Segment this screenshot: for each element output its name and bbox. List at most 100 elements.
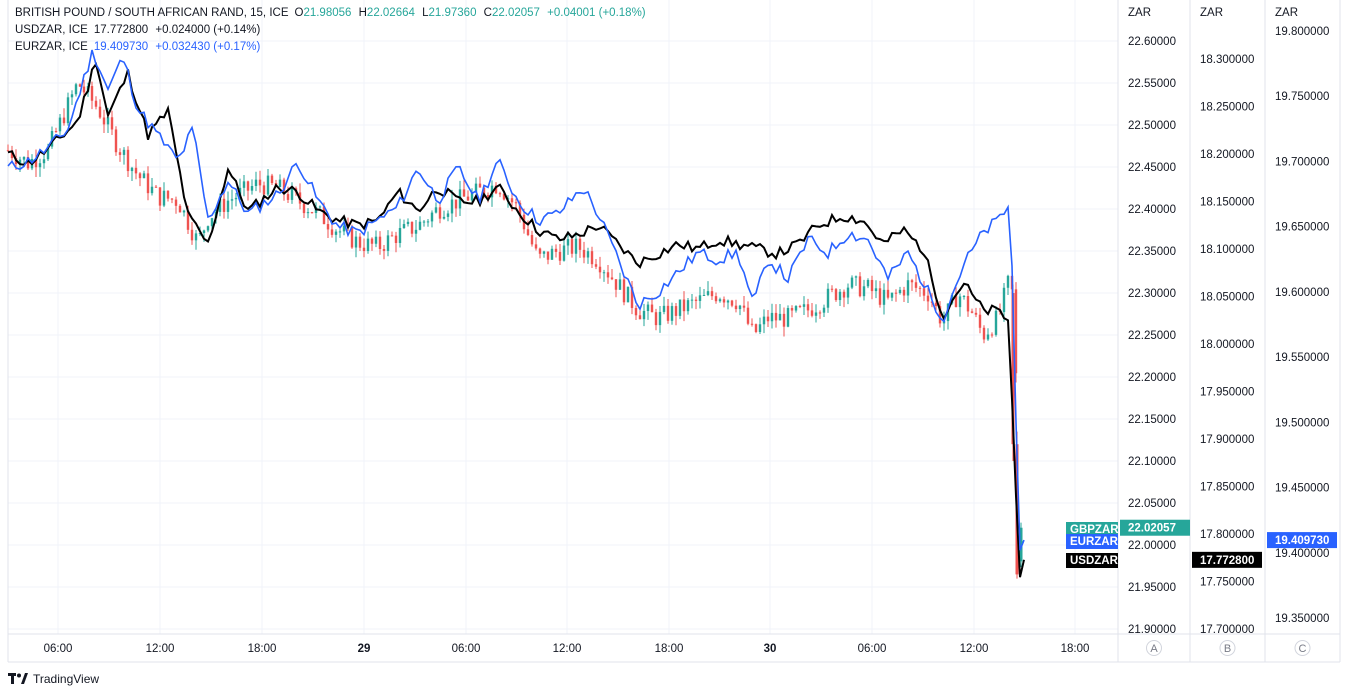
footer[interactable]: TradingView xyxy=(8,672,99,686)
legend-eurzar[interactable]: EURZAR, ICE 19.409730 +0.032430 (+0.17%) xyxy=(15,39,650,56)
time-tick-label: 18:00 xyxy=(655,643,684,655)
candle-up xyxy=(670,306,674,321)
candle-down xyxy=(734,305,738,310)
axis-scale-button-label: C xyxy=(1299,643,1307,655)
grid xyxy=(7,0,1341,663)
candle-down xyxy=(674,306,678,316)
candle-down xyxy=(590,251,594,265)
candle-up xyxy=(986,334,990,340)
candle-up xyxy=(1002,287,1006,312)
candle-up xyxy=(318,206,322,208)
candle-up xyxy=(426,221,430,223)
candle-down xyxy=(526,229,530,236)
candle-up xyxy=(130,167,134,172)
legend-eurzar-symbol: EURZAR, ICE xyxy=(15,41,88,53)
candle-down xyxy=(394,235,398,243)
candle-down xyxy=(174,199,178,206)
candle-up xyxy=(686,300,690,312)
price-axes[interactable]: ZAR 22.60000 22.55000 22.50000 22.45000 22.40… xyxy=(1128,7,1329,656)
legend-close-label: C xyxy=(483,7,492,19)
candle-down xyxy=(78,84,82,87)
candle-up xyxy=(874,288,878,292)
candle-up xyxy=(586,251,590,258)
price-tag-text: 22.02057 xyxy=(1128,523,1176,535)
candle-up xyxy=(1006,275,1010,288)
time-tick-label: 29 xyxy=(358,643,371,655)
candle-down xyxy=(694,299,698,301)
candle-up xyxy=(162,190,166,206)
candle-up xyxy=(786,308,790,327)
candle-down xyxy=(614,279,618,290)
time-tick-label: 18:00 xyxy=(1061,643,1090,655)
eurzar-series-line xyxy=(7,49,1025,551)
candle-down xyxy=(806,304,810,311)
legend-usdzar[interactable]: USDZAR, ICE 17.772800 +0.024000 (+0.14%) xyxy=(15,22,650,39)
candle-down xyxy=(750,323,754,325)
price-tick-label: 18.300000 xyxy=(1200,54,1254,66)
candle-down xyxy=(118,152,122,155)
candle-down xyxy=(810,310,814,316)
price-tick-label: 18.100000 xyxy=(1200,244,1254,256)
candle-up xyxy=(442,216,446,219)
price-tick-label: 18.000000 xyxy=(1200,339,1254,351)
candle-down xyxy=(894,292,898,294)
axis-scale-button[interactable] xyxy=(1219,640,1236,656)
candle-down xyxy=(146,173,150,194)
price-tick-label: 21.90000 xyxy=(1128,624,1176,636)
time-axis[interactable]: 06:00 12:00 18:00 29 06:00 12:00 18:00 30 06:00 1… xyxy=(44,643,1090,655)
candle-down xyxy=(842,291,846,298)
candle-down xyxy=(966,296,970,312)
candle-down xyxy=(154,186,158,188)
candle-down xyxy=(638,315,642,320)
candle-down xyxy=(330,229,334,235)
candle-up xyxy=(306,212,310,214)
candle-down xyxy=(970,311,974,313)
candle-up xyxy=(194,233,198,241)
candle-down xyxy=(94,100,98,107)
candle-up xyxy=(58,117,62,132)
candle-down xyxy=(350,226,354,248)
candle-down xyxy=(518,202,522,215)
candle-up xyxy=(906,280,910,296)
legend-usdzar-change: +0.024000 (+0.14%) xyxy=(155,24,261,36)
price-tick-label: 22.35000 xyxy=(1128,246,1176,258)
candle-down xyxy=(534,244,538,249)
candle-down xyxy=(322,206,326,225)
candle-down xyxy=(466,196,470,201)
candle-up xyxy=(406,221,410,225)
price-tick-label: 19.700000 xyxy=(1275,156,1329,168)
candle-up xyxy=(46,146,50,160)
candle-down xyxy=(578,238,582,250)
series-name-tag xyxy=(1066,522,1118,537)
candle-up xyxy=(698,295,702,301)
candle-down xyxy=(362,247,366,252)
candle-up xyxy=(234,197,238,200)
axis-scale-button[interactable] xyxy=(1146,640,1162,656)
candle-up xyxy=(962,296,966,298)
candle-down xyxy=(982,327,986,340)
candle-up xyxy=(374,236,378,244)
price-tick-label: 18.200000 xyxy=(1200,149,1254,161)
price-tick-label: 17.750000 xyxy=(1200,577,1254,589)
candle-down xyxy=(910,280,914,283)
legend-main[interactable]: BRITISH POUND / SOUTH AFRICAN RAND, 15, … xyxy=(15,5,650,22)
price-tick-label: 17.700000 xyxy=(1200,624,1254,636)
candle-up xyxy=(338,231,342,233)
candle-up xyxy=(74,84,78,95)
candle-up xyxy=(206,226,210,231)
candle-up xyxy=(802,304,806,307)
candle-down xyxy=(246,181,250,191)
candle-down xyxy=(754,324,758,332)
candle-up xyxy=(70,94,74,98)
legend-high-label: H xyxy=(358,7,367,19)
candle-down xyxy=(650,304,654,313)
axis-scale-button[interactable] xyxy=(1294,640,1311,656)
axis-unit-label: ZAR xyxy=(1200,7,1223,19)
candle-down xyxy=(302,203,306,214)
candle-up xyxy=(726,300,730,303)
price-tick-label: 22.45000 xyxy=(1128,162,1176,174)
legend: BRITISH POUND / SOUTH AFRICAN RAND, 15, … xyxy=(15,5,650,56)
tradingview-logo-icon xyxy=(8,673,28,684)
candle-down xyxy=(478,183,482,188)
